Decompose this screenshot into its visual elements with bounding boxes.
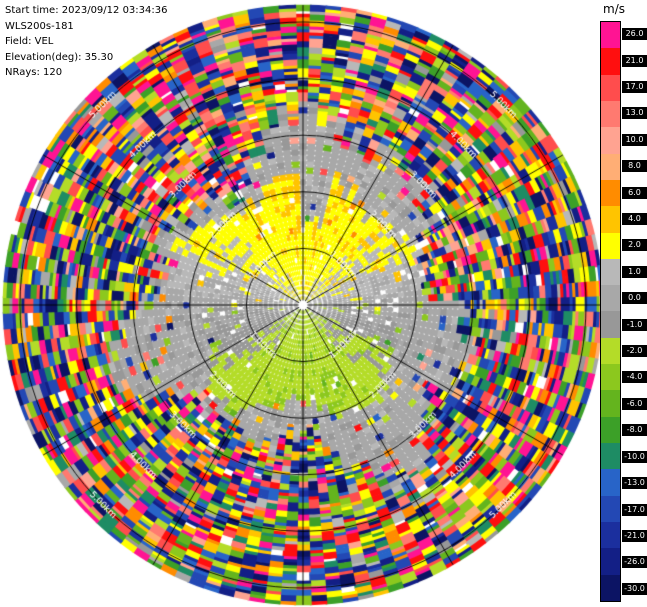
field-text: Field: VEL [5, 36, 54, 47]
colorbar-tick-label: -30.0 [622, 582, 647, 595]
colorbar-tick-row: -1.0 [622, 311, 647, 337]
colorbar-tick-label: -4.0 [622, 371, 647, 384]
colorbar-tick-row: 6.0 [622, 179, 647, 205]
colorbar-swatch [601, 390, 620, 417]
colorbar-swatch [601, 337, 620, 365]
colorbar-swatch [601, 548, 620, 575]
colorbar-tick-row: 2.0 [622, 232, 647, 258]
colorbar-swatch [601, 469, 620, 496]
colorbar-swatch [601, 206, 620, 233]
colorbar-tick-label: 8.0 [622, 160, 647, 173]
start-time-text: Start time: 2023/09/12 03:34:36 [5, 5, 168, 16]
colorbar-tick-label: 10.0 [622, 133, 647, 146]
colorbar-tick-label: -21.0 [622, 529, 647, 542]
plot-header: Start time: 2023/09/12 03:34:36 WLS200s-… [5, 3, 167, 81]
colorbar-tick-label: -17.0 [622, 503, 647, 516]
colorbar-tick-row: 0.0 [622, 285, 647, 311]
colorbar-swatches [600, 21, 621, 602]
colorbar-tick-label: 13.0 [622, 107, 647, 120]
colorbar-tick-label: 4.0 [622, 213, 647, 226]
colorbar-tick-row: 4.0 [622, 206, 647, 232]
colorbar-tick-label: 17.0 [622, 81, 647, 94]
colorbar-tick-row: 26.0 [622, 21, 647, 47]
colorbar-tick-label: 2.0 [622, 239, 647, 252]
colorbar-swatch [601, 443, 620, 470]
colorbar-tick-row: -4.0 [622, 364, 647, 390]
colorbar-swatch [601, 22, 620, 49]
colorbar-swatch [601, 574, 620, 601]
colorbar-tick-label: -13.0 [622, 477, 647, 490]
colorbar-swatch [601, 258, 620, 286]
colorbar-tick-label: 6.0 [622, 186, 647, 199]
colorbar-swatch [601, 364, 620, 391]
colorbar-tick-label: 1.0 [622, 265, 647, 278]
colorbar-tick-label: 21.0 [622, 54, 647, 67]
colorbar-tick-row: -26.0 [622, 549, 647, 575]
colorbar-unit-label: m/s [603, 2, 625, 16]
colorbar-tick-row: 13.0 [622, 100, 647, 126]
colorbar-swatch [601, 416, 620, 443]
colorbar-swatch [601, 153, 620, 180]
colorbar-tick-row: 8.0 [622, 153, 647, 179]
colorbar-tick-row: -2.0 [622, 338, 647, 364]
colorbar-tick-label: -1.0 [622, 318, 647, 331]
colorbar-tick-row: 1.0 [622, 259, 647, 285]
colorbar-swatch [601, 521, 620, 549]
colorbar-labels: 26.0 21.0 17.0 13.0 10.0 8.0 6.0 4.0 2.0 1.0 0.0 -1… [622, 21, 647, 602]
colorbar-tick-row: -6.0 [622, 391, 647, 417]
colorbar-tick-label: -6.0 [622, 397, 647, 410]
colorbar-swatch [601, 285, 620, 312]
colorbar-swatch [601, 48, 620, 75]
colorbar-tick-row: 10.0 [622, 127, 647, 153]
colorbar-tick-row: -17.0 [622, 496, 647, 522]
colorbar-tick-label: -2.0 [622, 345, 647, 358]
colorbar-tick-row: 17.0 [622, 74, 647, 100]
colorbar-swatch [601, 179, 620, 207]
device-name-text: WLS200s-181 [5, 20, 74, 32]
colorbar-swatch [601, 232, 620, 259]
colorbar-tick-row: -13.0 [622, 470, 647, 496]
colorbar-swatch [601, 495, 620, 522]
colorbar-tick-label: 0.0 [622, 292, 647, 305]
colorbar-tick-row: 21.0 [622, 47, 647, 73]
colorbar-swatch [601, 100, 620, 128]
nrays-text: NRays: 120 [5, 67, 63, 78]
colorbar-swatch [601, 74, 620, 101]
elevation-text: Elevation(deg): 35.30 [5, 51, 114, 63]
colorbar-tick-label: 26.0 [622, 28, 647, 41]
colorbar-tick-label: -10.0 [622, 450, 647, 463]
colorbar-tick-row: -30.0 [622, 576, 647, 602]
colorbar-swatch [601, 311, 620, 338]
colorbar-tick-label: -26.0 [622, 556, 647, 569]
colorbar-tick-row: -21.0 [622, 523, 647, 549]
colorbar-tick-label: -8.0 [622, 424, 647, 437]
colorbar-swatch [601, 127, 620, 154]
colorbar-tick-row: -10.0 [622, 444, 647, 470]
colorbar-tick-row: -8.0 [622, 417, 647, 443]
